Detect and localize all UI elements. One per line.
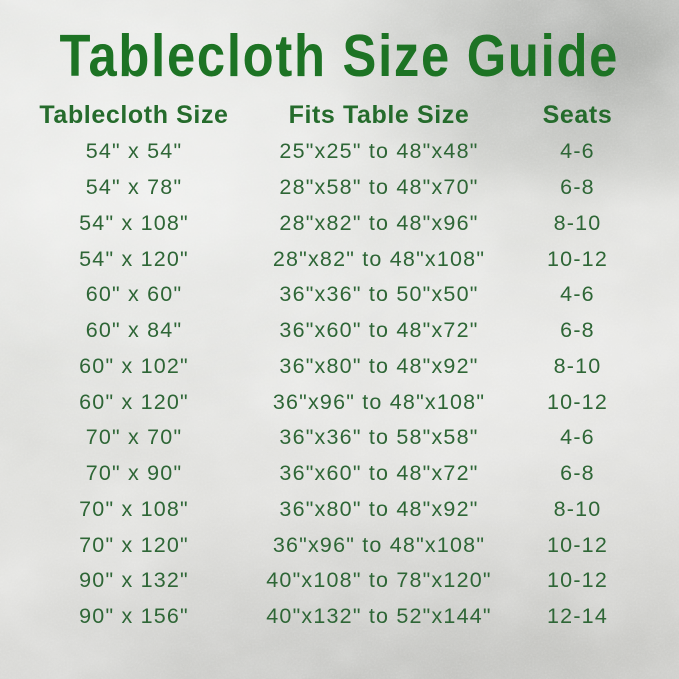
fits-table-size-cell: 36"x96" to 48"x108" (272, 532, 486, 557)
fits-table-size-cell: 28"x82" to 48"x108" (272, 246, 486, 271)
tablecloth-size-cell: 60" x 84" (85, 318, 183, 343)
fits-table-size-cell: 36"x36" to 58"x58" (279, 425, 479, 450)
seats-cell: 6-8 (560, 175, 595, 200)
fits-table-size-cell: 36"x96" to 48"x108" (272, 389, 486, 414)
tablecloth-size-cell: 70" x 90" (85, 461, 183, 486)
tablecloth-size-cell: 54" x 54" (85, 139, 183, 164)
fits-table-size-cell: 36"x80" to 48"x92" (279, 496, 479, 521)
fits-table-size-cell: 40"x132" to 52"x144" (266, 604, 492, 629)
tablecloth-size-cell: 60" x 120" (79, 389, 189, 414)
seats-cell: 6-8 (560, 318, 595, 343)
seats-cell: 12-14 (547, 604, 608, 629)
table-row: 60" x 120" 36"x96" to 48"x108" 10-12 (10, 384, 665, 420)
tablecloth-size-cell: 70" x 120" (79, 532, 189, 557)
table-row: 70" x 70" 36"x36" to 58"x58" 4-6 (10, 420, 665, 456)
table-row: 90" x 156" 40"x132" to 52"x144" 12-14 (10, 599, 665, 635)
fits-table-size-cell: 28"x82" to 48"x96" (279, 210, 479, 235)
seats-cell: 8-10 (553, 210, 602, 235)
seats-cell: 10-12 (547, 246, 608, 271)
col-header-tablecloth-size: Tablecloth Size (39, 100, 229, 129)
tablecloth-size-cell: 70" x 70" (85, 425, 183, 450)
seats-cell: 10-12 (547, 532, 608, 557)
size-table-body: 54" x 54" 25"x25" to 48"x48" 4-6 54" x 78" 2… (10, 134, 665, 635)
fits-table-size-cell: 36"x60" to 48"x72" (279, 318, 479, 343)
seats-cell: 6-8 (560, 461, 595, 486)
seats-cell: 4-6 (560, 282, 595, 307)
seats-cell: 10-12 (547, 389, 608, 414)
tablecloth-size-cell: 54" x 120" (79, 246, 189, 271)
col-header-fits-table-size: Fits Table Size (288, 100, 470, 129)
tablecloth-size-cell: 54" x 108" (79, 210, 189, 235)
table-row: 60" x 84" 36"x60" to 48"x72" 6-8 (10, 313, 665, 349)
table-row: 70" x 90" 36"x60" to 48"x72" 6-8 (10, 456, 665, 492)
seats-cell: 10-12 (547, 568, 608, 593)
table-row: 70" x 120" 36"x96" to 48"x108" 10-12 (10, 527, 665, 563)
size-table: Tablecloth Size Fits Table Size Seats 54… (0, 96, 679, 635)
seats-cell: 4-6 (560, 139, 595, 164)
fits-table-size-cell: 36"x36" to 50"x50" (279, 282, 479, 307)
page-title: Tablecloth Size Guide (0, 0, 679, 88)
tablecloth-size-cell: 70" x 108" (79, 496, 189, 521)
table-row: 54" x 78" 28"x58" to 48"x70" 6-8 (10, 170, 665, 206)
tablecloth-size-cell: 60" x 102" (79, 353, 189, 378)
table-row: 54" x 120" 28"x82" to 48"x108" 10-12 (10, 241, 665, 277)
fits-table-size-cell: 28"x58" to 48"x70" (279, 175, 479, 200)
tablecloth-size-cell: 60" x 60" (85, 282, 183, 307)
table-row: 60" x 102" 36"x80" to 48"x92" 8-10 (10, 349, 665, 385)
tablecloth-size-cell: 90" x 132" (79, 568, 189, 593)
table-row: 90" x 132" 40"x108" to 78"x120" 10-12 (10, 563, 665, 599)
fits-table-size-cell: 36"x60" to 48"x72" (279, 461, 479, 486)
table-row: 60" x 60" 36"x36" to 50"x50" 4-6 (10, 277, 665, 313)
table-row: 54" x 54" 25"x25" to 48"x48" 4-6 (10, 134, 665, 170)
table-row: 54" x 108" 28"x82" to 48"x96" 8-10 (10, 206, 665, 242)
fits-table-size-cell: 40"x108" to 78"x120" (266, 568, 492, 593)
table-row: 70" x 108" 36"x80" to 48"x92" 8-10 (10, 492, 665, 528)
seats-cell: 4-6 (560, 425, 595, 450)
seats-cell: 8-10 (553, 496, 602, 521)
seats-cell: 8-10 (553, 353, 602, 378)
tablecloth-size-cell: 54" x 78" (85, 175, 183, 200)
fits-table-size-cell: 36"x80" to 48"x92" (279, 353, 479, 378)
page-title-text: Tablecloth Size Guide (59, 23, 620, 89)
col-header-seats: Seats (542, 100, 613, 129)
table-header-row: Tablecloth Size Fits Table Size Seats (10, 96, 665, 134)
fits-table-size-cell: 25"x25" to 48"x48" (279, 139, 479, 164)
tablecloth-size-cell: 90" x 156" (79, 604, 189, 629)
